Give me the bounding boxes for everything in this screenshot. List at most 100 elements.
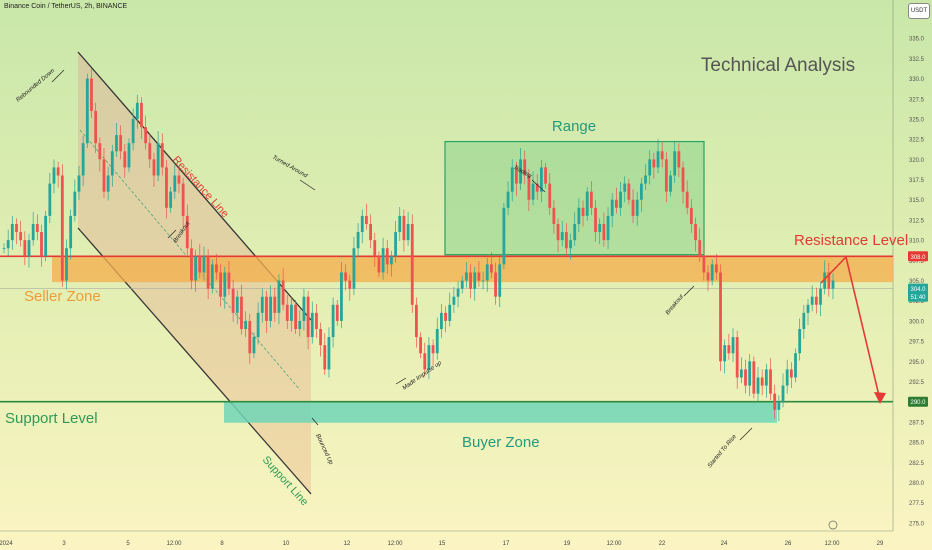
y-tick-label: 320.0 <box>909 158 925 164</box>
candle-body <box>81 143 85 176</box>
candle-body <box>635 199 639 216</box>
candle-body <box>560 232 564 241</box>
candle-body <box>427 345 431 370</box>
candle-body <box>315 312 318 330</box>
candle-body <box>677 151 681 168</box>
candle-body <box>290 304 293 321</box>
range-label: Range <box>552 118 596 135</box>
candle-body <box>498 264 502 297</box>
price-tag <box>908 291 928 302</box>
candle-body <box>423 353 427 370</box>
y-tick-label: 317.5 <box>909 178 925 184</box>
candle-body <box>410 223 414 305</box>
currency-badge[interactable]: USDT <box>908 3 930 19</box>
candle-body <box>594 207 597 233</box>
x-tick-label: 12:00 <box>387 541 403 547</box>
candle-body <box>727 345 731 354</box>
y-tick-label: 297.5 <box>909 340 925 346</box>
candle-body <box>731 337 735 354</box>
y-tick-label: 330.0 <box>909 77 925 83</box>
candle-body <box>244 320 248 330</box>
candle-body <box>602 223 606 241</box>
candle-body <box>248 320 252 354</box>
x-tick-label: 12 <box>344 541 351 547</box>
candle-body <box>648 159 652 176</box>
candle-body <box>581 207 585 216</box>
candle-body <box>419 337 422 354</box>
candle-body <box>681 167 685 192</box>
y-tick-label: 287.5 <box>909 420 925 426</box>
candle-body <box>656 151 660 168</box>
candle-body <box>40 232 43 257</box>
y-tick-label: 282.5 <box>909 461 925 467</box>
price-tag-label: 304.0 <box>910 287 926 293</box>
candle-body <box>527 175 531 200</box>
candle-body <box>102 159 106 192</box>
candle-body <box>344 272 347 281</box>
candle-body <box>573 223 577 241</box>
candle-body <box>669 175 672 192</box>
candle-body <box>806 304 810 313</box>
candle-body <box>48 183 52 216</box>
buyer-zone <box>224 401 777 423</box>
y-tick-label: 275.0 <box>909 521 925 527</box>
candle-body <box>110 151 114 176</box>
candle-body <box>452 296 456 305</box>
candle-body <box>719 272 722 362</box>
y-tick-label: 305.0 <box>909 279 925 285</box>
candle-body <box>119 135 123 152</box>
candle-body <box>194 256 198 281</box>
candle-body <box>710 264 714 281</box>
y-tick-label: 280.0 <box>909 481 925 487</box>
candle-body <box>664 159 668 192</box>
support-level-label: Support Level <box>5 410 98 427</box>
candle-body <box>523 159 527 176</box>
buyer-zone-label: Buyer Zone <box>462 434 540 451</box>
candle-body <box>2 248 6 250</box>
x-tick-label: 15 <box>439 541 446 547</box>
candle-body <box>31 223 35 241</box>
candle-body <box>52 167 56 184</box>
candle-body <box>127 143 131 168</box>
candle-body <box>235 296 239 313</box>
candle-body <box>785 369 789 386</box>
candle-body <box>448 304 452 321</box>
candle-body <box>223 272 227 297</box>
candle-body <box>456 288 460 297</box>
candle-body <box>569 240 572 249</box>
candle-body <box>460 280 464 289</box>
candle-body <box>348 280 352 289</box>
candle-body <box>773 393 777 410</box>
candle-body <box>606 215 610 241</box>
candle-body <box>27 240 31 257</box>
y-tick-label: 310.0 <box>909 239 925 245</box>
candle-body <box>756 377 760 394</box>
x-tick-label: 5 <box>126 541 130 547</box>
candle-body <box>564 232 568 249</box>
candle-body <box>781 385 785 402</box>
y-tick-label: 327.5 <box>909 97 925 103</box>
y-tick-label: 325.0 <box>909 117 925 123</box>
candle-body <box>98 143 102 160</box>
price-tag-label: 308.0 <box>910 255 926 261</box>
x-tick-label: 12:00 <box>606 541 622 547</box>
y-tick-label: 295.0 <box>909 360 925 366</box>
candle-body <box>431 345 435 354</box>
candle-body <box>6 240 10 249</box>
candle-body <box>219 272 223 297</box>
candle-body <box>539 167 543 192</box>
candle-body <box>385 248 389 265</box>
candle-body <box>306 296 310 338</box>
candle-body <box>85 78 89 144</box>
y-tick-label: 315.0 <box>909 198 925 204</box>
candle-body <box>535 183 539 192</box>
candle-body <box>340 272 343 321</box>
candle-body <box>440 312 443 330</box>
y-tick-label: 292.5 <box>909 380 925 386</box>
candle-body <box>131 118 135 144</box>
candle-body <box>298 320 302 330</box>
candle-body <box>373 240 377 257</box>
candle-body <box>490 264 493 273</box>
y-tick-label: 322.5 <box>909 138 925 144</box>
